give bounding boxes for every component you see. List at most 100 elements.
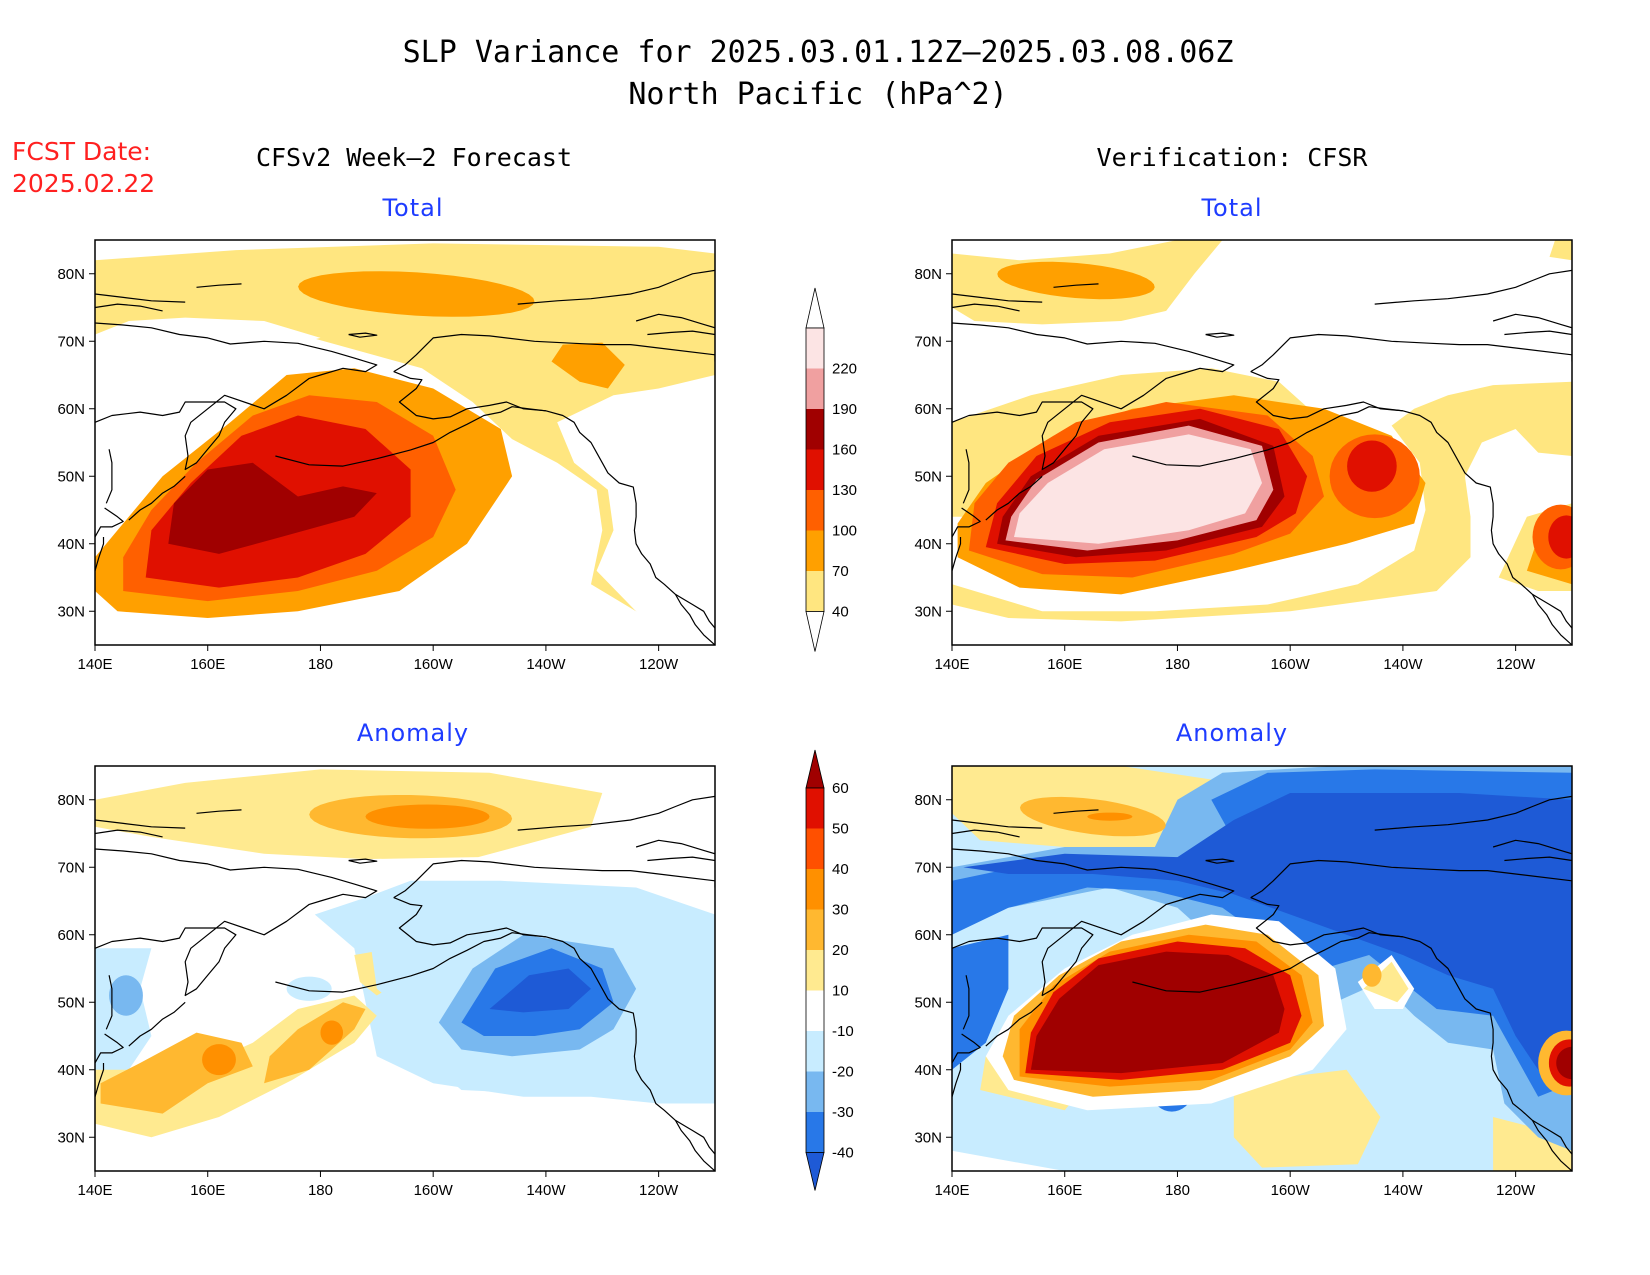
- contour-fill: [1363, 961, 1409, 1003]
- coastline-segment: [393, 333, 715, 373]
- coastline-segment: [1250, 333, 1572, 373]
- contour-fill: [952, 381, 1572, 622]
- map-panel-verification-anomaly: 140E 160E 180 160W 140W 120W 80N 70N 60N 50N 40N 30…: [914, 765, 1573, 1199]
- colorbar-tick-label: 40: [832, 604, 849, 621]
- figure-subtitle: North Pacific (hPa^2): [628, 77, 1007, 112]
- y-tick-label: 80N: [914, 792, 942, 809]
- contour-fill: [1362, 963, 1382, 987]
- coastline-segment: [985, 1001, 1043, 1047]
- coastline-segment: [128, 475, 186, 521]
- coastline-segment: [952, 303, 1020, 312]
- contour-fill: [109, 975, 143, 1016]
- coastline-segment: [1053, 809, 1099, 814]
- coastline-segment: [95, 829, 163, 838]
- colorbar-box: [806, 909, 824, 950]
- coastline-segment: [1374, 795, 1572, 831]
- colorbar-box: [806, 409, 824, 450]
- map-field: [95, 240, 715, 645]
- y-tick-label: 70N: [914, 333, 942, 350]
- y-tick-label: 40N: [57, 1062, 85, 1079]
- map-field: [952, 766, 1572, 1171]
- coastline-segment: [95, 303, 163, 312]
- contour-fill: [1087, 812, 1133, 821]
- figure-title: SLP Variance for 2025.03.01.12Z–2025.03.…: [403, 35, 1234, 70]
- colorbar-tick-label: 220: [832, 361, 857, 378]
- colorbar-box: [806, 828, 824, 869]
- coastline-segment: [393, 371, 715, 629]
- y-tick-label: 60N: [57, 401, 85, 418]
- contour-fill: [952, 934, 1009, 1070]
- map-frame: [951, 239, 1573, 646]
- panel-title-forecast-anomaly: Anomaly: [357, 719, 469, 747]
- x-tick-label: 120W: [639, 656, 679, 673]
- y-tick-label: 70N: [914, 859, 942, 876]
- y-tick-label: 80N: [57, 266, 85, 283]
- coastline-segment: [393, 859, 715, 899]
- left-column-title: CFSv2 Week–2 Forecast: [256, 143, 572, 172]
- contour-fill: [1493, 1117, 1572, 1171]
- fcst-date-label: FCST Date:: [12, 137, 151, 166]
- coastline-segment: [952, 507, 981, 538]
- contour-fill: [1030, 951, 1285, 1074]
- coastline-segment: [952, 537, 962, 571]
- x-tick-label: 140W: [526, 1182, 566, 1199]
- colorbar-total: 40 70 100 130 160 190 220: [805, 287, 857, 652]
- y-tick-label: 80N: [914, 266, 942, 283]
- coastline-segment: [1531, 594, 1572, 645]
- x-tick-label: 120W: [1496, 656, 1536, 673]
- contour-fill: [1548, 515, 1572, 559]
- coastlines: [95, 269, 715, 645]
- colorbar-tick-label: -30: [832, 1104, 854, 1121]
- y-tick-label: 80N: [57, 792, 85, 809]
- coastline-segment: [196, 809, 242, 814]
- colorbar-top-triangle: [805, 287, 825, 329]
- x-tick-label: 180: [1165, 1182, 1190, 1199]
- coastline-segment: [952, 848, 1235, 997]
- coastline-segment: [95, 293, 186, 303]
- colorbar-box: [806, 490, 824, 531]
- coastline-segment: [275, 932, 546, 993]
- contour-fill: [298, 271, 535, 317]
- colorbar-box: [806, 950, 824, 991]
- colorbar-tick-label: -10: [832, 1023, 854, 1040]
- coastline-segment: [952, 293, 1043, 303]
- coastline-segment: [952, 1063, 962, 1097]
- contour-fill: [1014, 434, 1262, 544]
- x-tick-label: 180: [308, 1182, 333, 1199]
- colorbar-box: [806, 368, 824, 409]
- map-field: [952, 240, 1572, 645]
- x-tick-label: 160E: [190, 1182, 225, 1199]
- coastline-segment: [1492, 839, 1572, 855]
- map-panel-forecast-total: 140E 160E 180 160W 140W 120W 80N 70N 60N 50N 40N 30…: [57, 239, 716, 673]
- map-frame: [951, 765, 1573, 1172]
- x-tick-label: 160W: [1271, 1182, 1311, 1199]
- fcst-date-value: 2025.02.22: [12, 169, 155, 198]
- coastline-segment: [348, 332, 378, 338]
- coastline-segment: [674, 594, 715, 645]
- contour-fill: [365, 804, 490, 829]
- coastline-segment: [95, 1033, 124, 1064]
- coastline-segment: [1531, 1120, 1572, 1171]
- coastline-segment: [95, 322, 378, 471]
- contour-fill: [95, 243, 715, 618]
- contour-fill: [202, 1044, 236, 1076]
- coastline-segment: [952, 819, 1043, 829]
- coastline-segment: [647, 856, 715, 862]
- colorbar-tick-label: 50: [832, 821, 849, 838]
- contour-fill: [168, 462, 377, 554]
- colorbar-tick-label: -20: [832, 1064, 854, 1081]
- map-panel-verification-total: 140E 160E 180 160W 140W 120W 80N 70N 60N 50N 40N 30…: [914, 239, 1573, 673]
- colorbar-tick-label: 190: [832, 401, 857, 418]
- colorbar-tick-label: 10: [832, 983, 849, 1000]
- contour-fill: [320, 1020, 343, 1045]
- x-tick-label: 160W: [1271, 656, 1311, 673]
- coastline-segment: [517, 795, 715, 831]
- coastline-segment: [128, 1001, 186, 1047]
- colorbar-tick-label: 30: [832, 902, 849, 919]
- contour-fill: [1347, 440, 1397, 492]
- y-tick-label: 70N: [57, 859, 85, 876]
- map-frame: [94, 239, 716, 646]
- coastline-segment: [95, 819, 186, 829]
- coastline-segment: [635, 839, 715, 855]
- coastline-segment: [517, 269, 715, 305]
